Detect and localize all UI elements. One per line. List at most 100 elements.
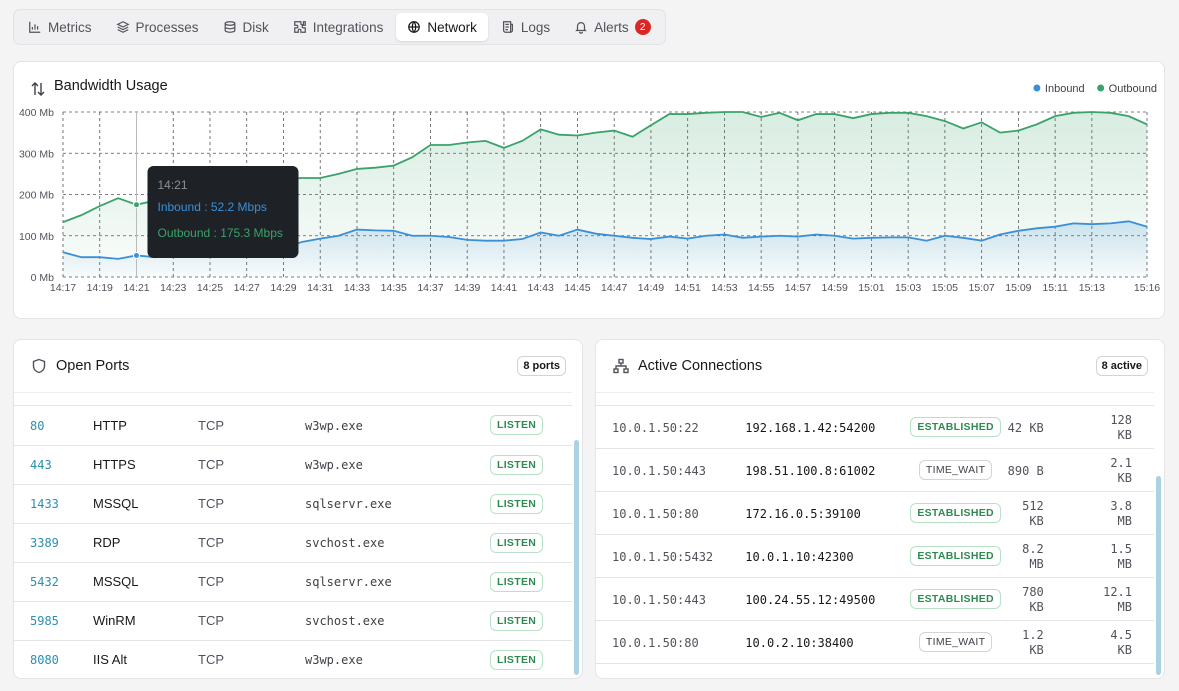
table-cell: 1.5 MB	[1043, 534, 1154, 578]
table-cell: TIME_WAIT	[907, 448, 1004, 492]
table-cell: 172.16.0.5:39100	[745, 491, 908, 535]
row-partial	[14, 393, 572, 406]
table-row[interactable]: 10.0.1.50:80 10.0.2.10:38400 TIME_WAIT 1.2 …	[596, 620, 1154, 664]
port: 443	[30, 458, 52, 472]
table-cell: sqlservr.exe	[305, 484, 490, 524]
tab[interactable]: Disk	[212, 13, 280, 41]
tab[interactable]: Processes	[105, 13, 210, 41]
tab[interactable]: Network	[396, 13, 488, 41]
table-row[interactable]: 5432 MSSQL TCP sqlservr.exe LISTEN	[14, 562, 572, 602]
port: 5432	[30, 575, 59, 589]
process: sqlservr.exe	[305, 497, 392, 511]
status-pill: LISTEN	[490, 649, 544, 670]
table-cell: LISTEN	[490, 445, 572, 485]
table-cell: HTTPS	[93, 445, 198, 485]
table-cell: 5985	[14, 601, 93, 641]
tab[interactable]: Alerts 2	[563, 13, 662, 41]
tooltip-box	[147, 166, 299, 258]
status-pill: ESTABLISHED	[910, 417, 1001, 437]
tab[interactable]: Logs	[490, 13, 561, 41]
table-row[interactable]: 10.0.1.50:80 172.16.0.5:39100 ESTABLISHED 5…	[596, 491, 1154, 535]
tab-icon	[502, 21, 513, 33]
service: IIS Alt	[93, 652, 127, 667]
table-cell: svchost.exe	[305, 601, 490, 641]
ports-card: Open Ports 8 ports 80 HTTP TCP w3wp.exe LIST…	[13, 339, 583, 679]
table-row[interactable]: 80 HTTP TCP w3wp.exe LISTEN	[14, 406, 572, 446]
x-tick-label: 14:47	[601, 282, 627, 294]
x-tick-label: 14:45	[564, 282, 590, 294]
table-row[interactable]: 443 HTTPS TCP w3wp.exe LISTEN	[14, 445, 572, 485]
table-cell: 2.1 KB	[1043, 448, 1154, 492]
table-cell: MSSQL	[93, 562, 198, 602]
local: 10.0.1.50:80	[612, 506, 699, 521]
scrollbar[interactable]	[1156, 476, 1161, 675]
table-cell: 8080	[14, 640, 93, 678]
table-cell: LISTEN	[490, 601, 572, 641]
scrollbar[interactable]	[574, 440, 579, 675]
received: 128 KB	[1110, 413, 1132, 442]
table-cell: 192.168.1.42:54200	[745, 406, 908, 449]
process: w3wp.exe	[305, 653, 363, 667]
remote: 10.0.1.10:42300	[745, 549, 854, 564]
table-row[interactable]: 3389 RDP TCP svchost.exe LISTEN	[14, 523, 572, 563]
port: 80	[30, 418, 45, 433]
area	[63, 221, 1147, 277]
tab-label: Alerts	[594, 19, 629, 35]
table-row[interactable]: 8080 IIS Alt TCP w3wp.exe LISTEN	[14, 640, 572, 678]
table-row[interactable]: 1433 MSSQL TCP sqlservr.exe LISTEN	[14, 484, 572, 524]
x-tick-label: 15:01	[858, 282, 884, 294]
connections-body: 10.0.1.50:22 192.168.1.42:54200 ESTABLISHE…	[596, 392, 1154, 678]
x-tick-label: 15:11	[1042, 282, 1068, 294]
table-cell: 10.0.2.10:38400	[745, 620, 908, 664]
x-tick-label: 14:21	[123, 282, 149, 294]
tab-bar: Metrics Processes Disk Integrations Network L…	[13, 9, 666, 45]
x-tick-label: 14:49	[638, 282, 664, 294]
table-row[interactable]: 10.0.1.50:443 198.51.100.8:61002 TIME_WAIT…	[596, 448, 1154, 492]
x-tick-label: 14:25	[197, 282, 223, 294]
x-tick-label: 15:16	[1134, 282, 1160, 294]
process: svchost.exe	[305, 536, 385, 550]
status-pill: LISTEN	[490, 493, 544, 514]
table-cell: 1.2 KB	[1003, 620, 1044, 664]
protocol: TCP	[198, 535, 224, 550]
connections-header: Active Connections 8 active	[596, 340, 1164, 392]
table-row[interactable]: 10.0.1.50:443 100.24.55.12:49500 ESTABLISH…	[596, 577, 1154, 621]
protocol: TCP	[198, 613, 224, 628]
table-row[interactable]: 10.0.1.50:5432 10.0.1.10:42300 ESTABLISHED…	[596, 534, 1154, 578]
connections-card: Active Connections 8 active 10.0.1.50:22…	[595, 339, 1165, 679]
table-cell: TCP	[198, 562, 305, 602]
table-row[interactable]: 5985 WinRM TCP svchost.exe LISTEN	[14, 601, 572, 641]
local: 10.0.1.50:443	[612, 592, 706, 607]
table-cell: sqlservr.exe	[305, 562, 490, 602]
tab-icon	[408, 21, 421, 33]
table-cell: svchost.exe	[305, 523, 490, 563]
hover-dot	[132, 251, 140, 259]
table-cell: w3wp.exe	[305, 406, 490, 446]
table-cell: 80	[14, 406, 93, 446]
table-cell: TCP	[198, 484, 305, 524]
table-cell: 10.0.1.50:80	[596, 620, 746, 664]
table-cell: TCP	[198, 640, 305, 678]
tab-label: Processes	[135, 19, 199, 35]
tab[interactable]: Integrations	[282, 13, 395, 41]
row-partial	[596, 393, 1154, 406]
legend-label: Outbound	[1109, 83, 1157, 95]
x-tick-label: 14:31	[307, 282, 333, 294]
table-cell: MSSQL	[93, 484, 198, 524]
table-cell: HTTP	[93, 406, 198, 446]
sent: 890 B	[1007, 463, 1044, 478]
tab-label: Disk	[242, 19, 269, 35]
y-tick-label: 300 Mb	[19, 148, 54, 160]
tooltip-title: 14:21	[157, 178, 187, 192]
table-cell: 443	[14, 445, 93, 485]
tab[interactable]: Metrics	[17, 13, 103, 41]
process: w3wp.exe	[305, 458, 363, 472]
table-row[interactable]: 10.0.1.50:22 192.168.1.42:54200 ESTABLISHE…	[596, 406, 1154, 449]
table-cell: 42 KB	[1003, 406, 1044, 449]
protocol: TCP	[198, 457, 224, 472]
tab-icon	[115, 21, 130, 33]
status-pill: LISTEN	[490, 532, 544, 553]
table-cell: LISTEN	[490, 484, 572, 524]
table-cell: WinRM	[93, 601, 198, 641]
tab-label: Network	[427, 19, 477, 35]
